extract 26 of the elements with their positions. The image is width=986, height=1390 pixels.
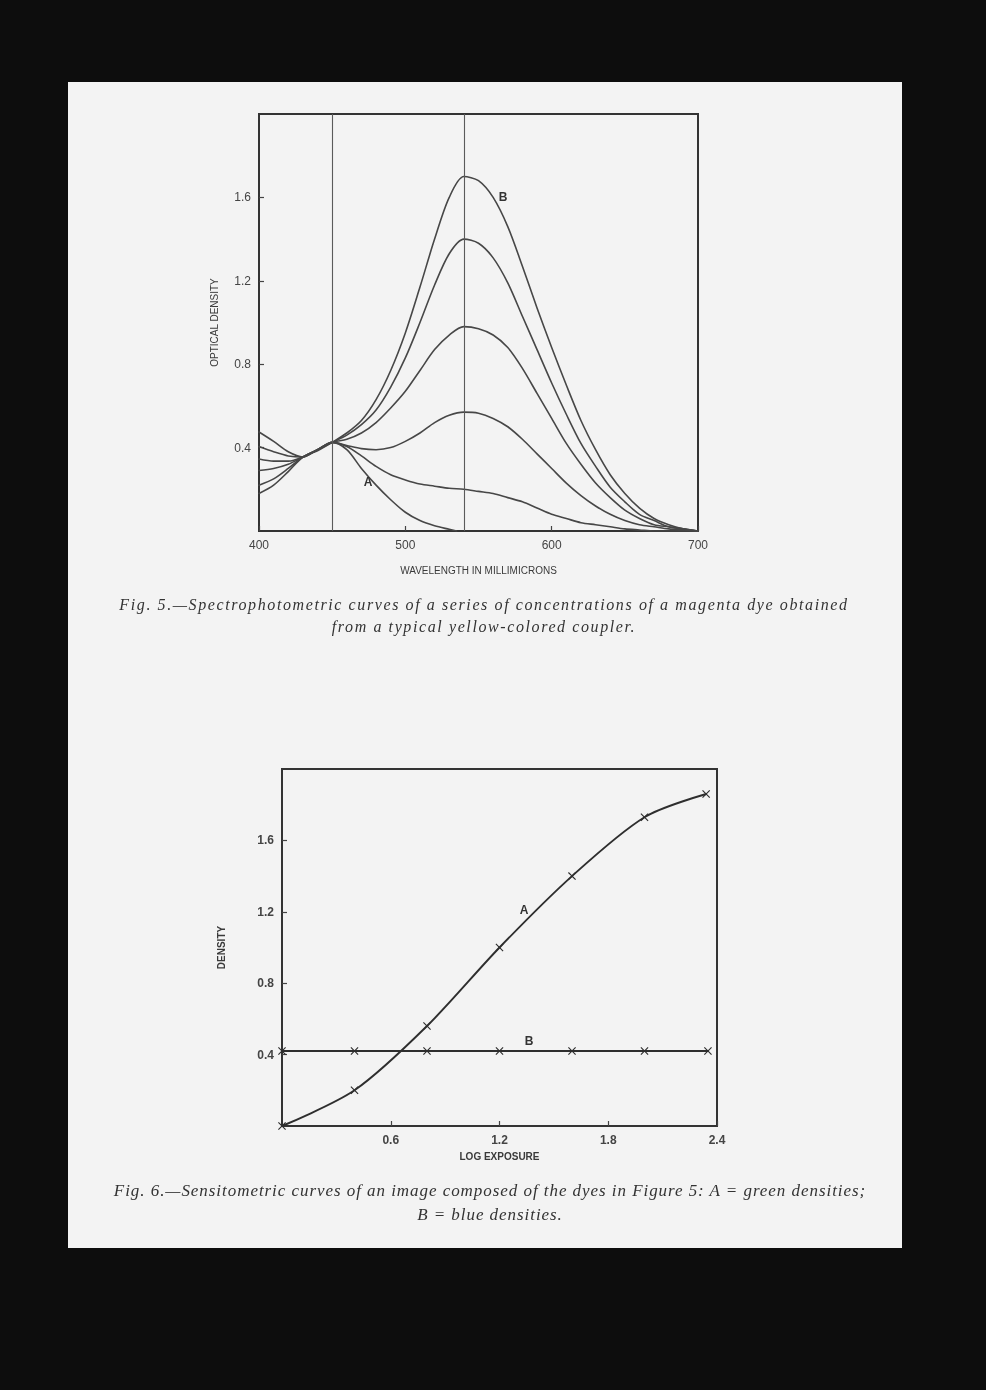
y-tick-label: 1.2 (234, 273, 252, 288)
y-axis-title: DENSITY (215, 925, 227, 970)
x-tick-label: 600 (541, 538, 562, 552)
x-tick-label: 0.6 (382, 1133, 400, 1147)
annotation: A (519, 903, 529, 917)
y-axis-title: OPTICAL DENSITY (208, 277, 220, 367)
y-tick-label: 0.8 (234, 357, 252, 372)
x-axis-title: WAVELENGTH IN MILLIMICRONS (400, 564, 558, 576)
x-tick-label: 1.2 (491, 1133, 509, 1147)
y-tick-label: 0.4 (257, 1047, 275, 1062)
y-tick-label: 0.4 (234, 440, 252, 455)
annotation: B (498, 190, 508, 204)
y-tick-label: 1.6 (257, 833, 275, 848)
annotation: A (363, 475, 373, 489)
annotation: B (524, 1034, 534, 1048)
x-tick-label: 1.8 (599, 1133, 617, 1147)
y-tick-label: 1.2 (257, 904, 275, 919)
caption: Fig. 6.—Sensitometric curves of an image composed of the dyes in Figure 5: A = green densities; B = blue densities. (112, 1180, 868, 1226)
y-tick-label: 1.6 (234, 190, 252, 205)
x-tick-label: 700 (687, 538, 709, 552)
x-tick-label: 400 (248, 538, 270, 552)
x-tick-label: 500 (395, 538, 416, 552)
x-axis-title: LOG EXPOSURE (459, 1150, 540, 1162)
x-tick-label: 2.4 (708, 1133, 726, 1147)
y-tick-label: 0.8 (257, 976, 275, 991)
caption: Fig. 5.—Spectrophotometric curves of a series of concentrations of a magenta dye obtained from a typical yellow-colored coupler. (118, 595, 850, 638)
